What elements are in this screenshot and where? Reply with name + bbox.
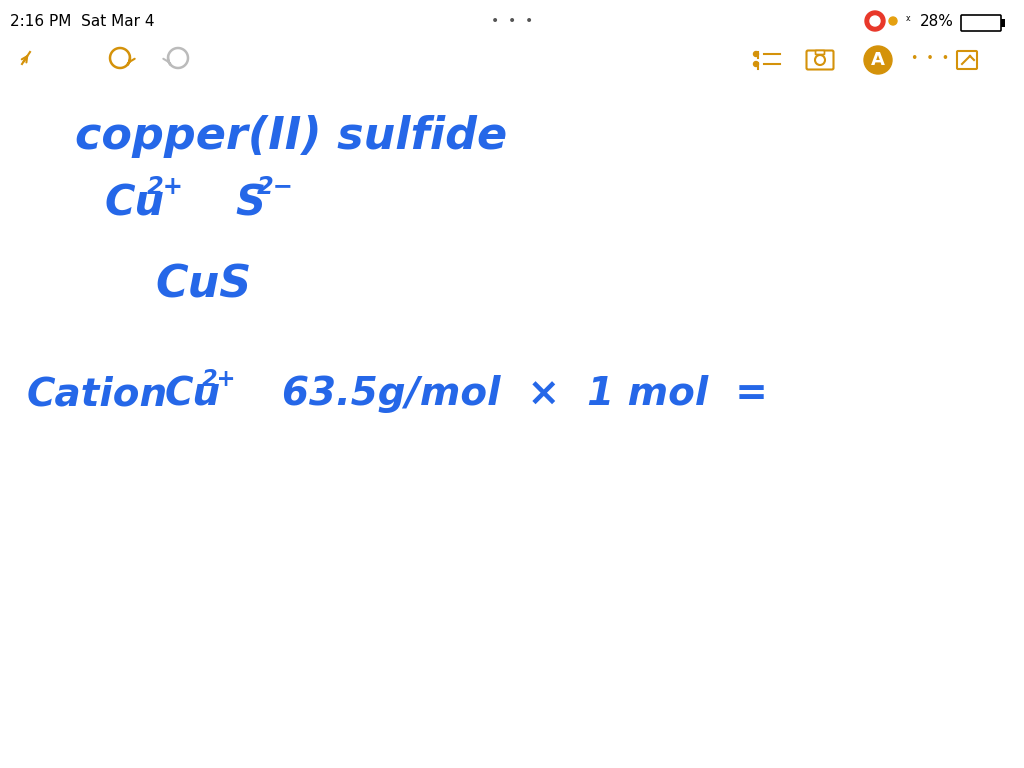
Text: 28%: 28%: [920, 14, 954, 29]
Circle shape: [815, 55, 825, 65]
Text: •  •  •: • • •: [911, 52, 949, 65]
Circle shape: [864, 46, 892, 74]
Circle shape: [889, 17, 897, 25]
Text: ᵡ: ᵡ: [906, 14, 910, 27]
Text: S: S: [234, 183, 265, 225]
Text: Cu: Cu: [165, 375, 221, 413]
Text: Cation: Cation: [27, 375, 168, 413]
Text: copper(II) sulfide: copper(II) sulfide: [75, 115, 507, 158]
Text: A: A: [871, 51, 885, 69]
Text: Cu: Cu: [105, 183, 165, 225]
FancyBboxPatch shape: [815, 51, 824, 55]
FancyBboxPatch shape: [807, 51, 834, 69]
Text: 2+: 2+: [202, 368, 237, 391]
Text: 2+: 2+: [147, 175, 184, 199]
FancyBboxPatch shape: [1001, 19, 1005, 27]
Text: CuS: CuS: [155, 263, 251, 306]
Text: •  •  •: • • •: [490, 14, 534, 28]
Text: 2−: 2−: [257, 175, 294, 199]
Circle shape: [754, 61, 759, 67]
FancyBboxPatch shape: [957, 51, 977, 69]
Text: 63.5g/mol  ×  1 mol  =: 63.5g/mol × 1 mol =: [282, 375, 768, 413]
Circle shape: [865, 11, 885, 31]
Circle shape: [870, 16, 880, 26]
FancyBboxPatch shape: [961, 15, 1001, 31]
Text: 2:16 PM  Sat Mar 4: 2:16 PM Sat Mar 4: [10, 14, 155, 29]
Circle shape: [754, 51, 759, 57]
